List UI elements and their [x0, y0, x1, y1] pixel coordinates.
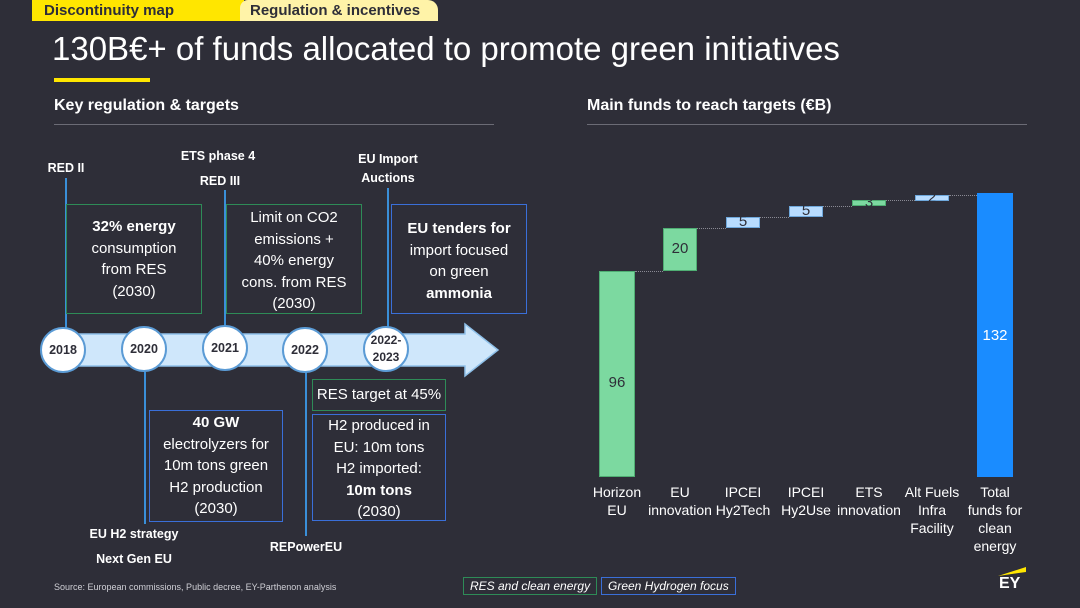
year-2021: 2021: [202, 325, 248, 371]
connector-h2-strategy: [144, 372, 146, 524]
bar-2: [726, 216, 760, 228]
category-label-1: EU innovation: [648, 484, 712, 518]
value-label-6: 132: [982, 327, 1008, 344]
left-section-title: Key regulation & targets: [54, 97, 239, 114]
right-section-rule: [587, 124, 1027, 125]
label-repowereu: REPowerEU: [269, 540, 343, 554]
value-label-2: 5: [738, 213, 748, 231]
value-label-0: 96: [608, 373, 626, 391]
connector-line-3: [823, 206, 852, 208]
category-label-4: ETS innovation: [837, 484, 901, 518]
category-label-6: Total funds for clean energy: [967, 484, 1023, 554]
right-section-title: Main funds to reach targets (€B): [587, 97, 832, 114]
year-2018: 2018: [40, 327, 86, 373]
bar-6: [977, 193, 1013, 477]
box-red2-target: 32% energy consumption from RES (2030): [66, 204, 202, 314]
label-red2: RED II: [47, 161, 85, 175]
value-label-1: 20: [671, 240, 689, 258]
box-h2-strategy-target: 40 GW electrolyzers for 10m tons green H…: [149, 410, 283, 522]
label-eu-import: EU Import: [358, 152, 418, 166]
label-next-gen-eu: Next Gen EU: [96, 552, 172, 566]
bar-5: [915, 195, 949, 202]
bar-0: [599, 270, 635, 477]
box-repower-h2-target: H2 produced in EU: 10m tons H2 imported:…: [312, 414, 446, 521]
connector-import: [387, 188, 389, 328]
connector-red3: [224, 190, 226, 326]
source-note: Source: European commissions, Public dec…: [54, 582, 337, 592]
category-label-0: Horizon EU: [592, 484, 642, 518]
label-auctions: Auctions: [361, 171, 415, 185]
ey-logo: EY: [996, 564, 1030, 594]
bar-4: [852, 199, 886, 207]
box-eu-import-tenders: EU tenders for import focused on green a…: [391, 204, 527, 314]
left-section-rule: [54, 124, 494, 125]
bar-3: [789, 206, 823, 217]
connector-line-1: [697, 227, 726, 229]
tab-discontinuity-map[interactable]: Discontinuity map: [32, 0, 244, 21]
connector-line-2: [760, 216, 789, 218]
label-red3: RED III: [199, 174, 241, 188]
connector-line-4: [886, 199, 915, 201]
ey-logo-mark: [998, 567, 1026, 576]
value-label-4: 3: [864, 193, 874, 211]
year-2022-2023: 2022-2023: [363, 326, 409, 372]
year-2020: 2020: [121, 326, 167, 372]
category-label-5: Alt Fuels Infra Facility: [904, 484, 960, 536]
connector-line-5: [949, 195, 977, 197]
connector-line-0: [635, 270, 663, 272]
title-underline: [54, 78, 150, 82]
bar-1: [663, 227, 697, 271]
legend-res-clean-energy: RES and clean energy: [463, 577, 598, 595]
connector-repower: [305, 372, 307, 536]
box-res-target: RES target at 45%: [312, 379, 446, 411]
label-eu-h2-strategy: EU H2 strategy: [89, 527, 179, 541]
category-label-3: IPCEI Hy2Use: [781, 484, 831, 518]
category-label-2: IPCEI Hy2Tech: [715, 484, 771, 518]
page-title: 130B€+ of funds allocated to promote gre…: [52, 30, 840, 67]
value-label-3: 5: [801, 202, 811, 220]
value-label-5: 2: [927, 189, 937, 207]
year-2022: 2022: [282, 327, 328, 373]
label-ets-phase4: ETS phase 4: [180, 149, 256, 163]
tab-regulation-incentives[interactable]: Regulation & incentives: [240, 0, 438, 21]
legend-green-hydrogen: Green Hydrogen focus: [601, 577, 736, 595]
box-red3-target: Limit on CO2 emissions + 40% energy cons…: [226, 204, 362, 314]
